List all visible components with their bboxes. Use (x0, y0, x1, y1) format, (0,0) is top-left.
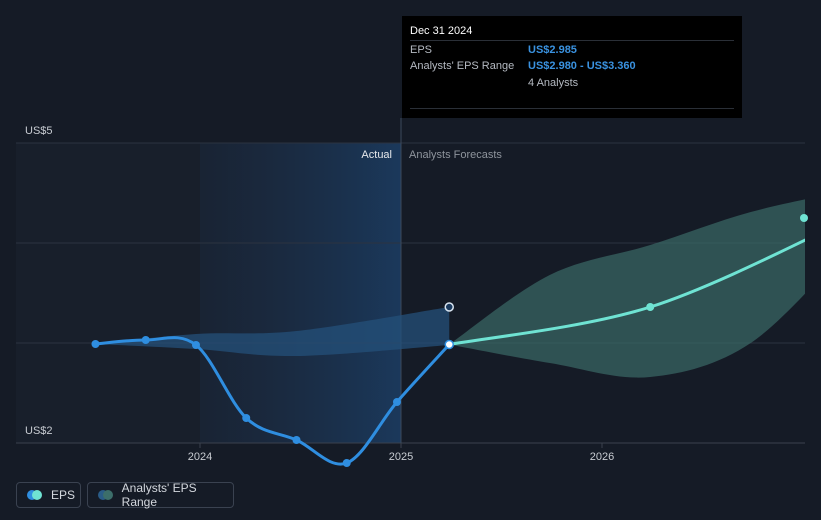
y-axis-min-label: US$2 (25, 425, 53, 437)
tooltip-divider (410, 108, 734, 129)
forecast-label: Analysts Forecasts (409, 149, 502, 161)
tooltip-eps-label: EPS (410, 44, 433, 56)
eps-actual-line (95, 336, 451, 466)
legend-range-label: Analysts' EPS Range (121, 481, 197, 509)
eps-point (392, 398, 401, 406)
eps-point (91, 340, 100, 348)
tooltip-row-range: Analysts' EPS Range US$2.980 - US$3.360 (410, 57, 734, 77)
eps-chart: 2024 2025 2026 US$5 US$2 Actual Analysts Forec… (16, 118, 808, 467)
eps-range-band-forecast (449, 199, 805, 378)
eps-point (242, 414, 251, 422)
tooltip: Dec 31 2024 EPS US$2.985 Analysts' EPS R… (402, 16, 742, 118)
eps-hover-point (444, 339, 454, 350)
eps-point (342, 459, 351, 467)
tooltip-row-eps: EPS US$2.985 (410, 40, 734, 61)
eps-range-band-history (95, 307, 450, 357)
eps-point (141, 336, 150, 344)
tooltip-range-value: US$2.980 - US$3.360 (528, 60, 636, 72)
legend-eps[interactable]: EPS (16, 482, 81, 508)
eps-point (292, 436, 301, 444)
y-axis-max-label: US$5 (25, 125, 53, 137)
eps-forecast-point (800, 214, 808, 222)
range-swatch-icon (98, 490, 114, 500)
tooltip-eps-value: US$2.985 (528, 44, 577, 56)
tooltip-analysts-value: 4 Analysts (528, 77, 579, 89)
eps-point (191, 341, 200, 349)
x-tick-label: 2026 (590, 451, 614, 463)
legend-eps-label: EPS (51, 488, 76, 502)
legend-range[interactable]: Analysts' EPS Range (87, 481, 234, 509)
eps-forecast-point (646, 303, 655, 311)
x-tick-label: 2025 (389, 451, 413, 463)
actual-label: Actual (361, 149, 392, 161)
x-tick-label: 2024 (188, 451, 212, 463)
tooltip-range-label: Analysts' EPS Range (410, 60, 515, 72)
last-year-highlight (200, 143, 401, 443)
tooltip-row-analysts: 4 Analysts (410, 74, 734, 94)
tooltip-date: Dec 31 2024 (410, 25, 473, 37)
eps-swatch-icon (27, 490, 43, 500)
range-hover-point (444, 302, 454, 312)
